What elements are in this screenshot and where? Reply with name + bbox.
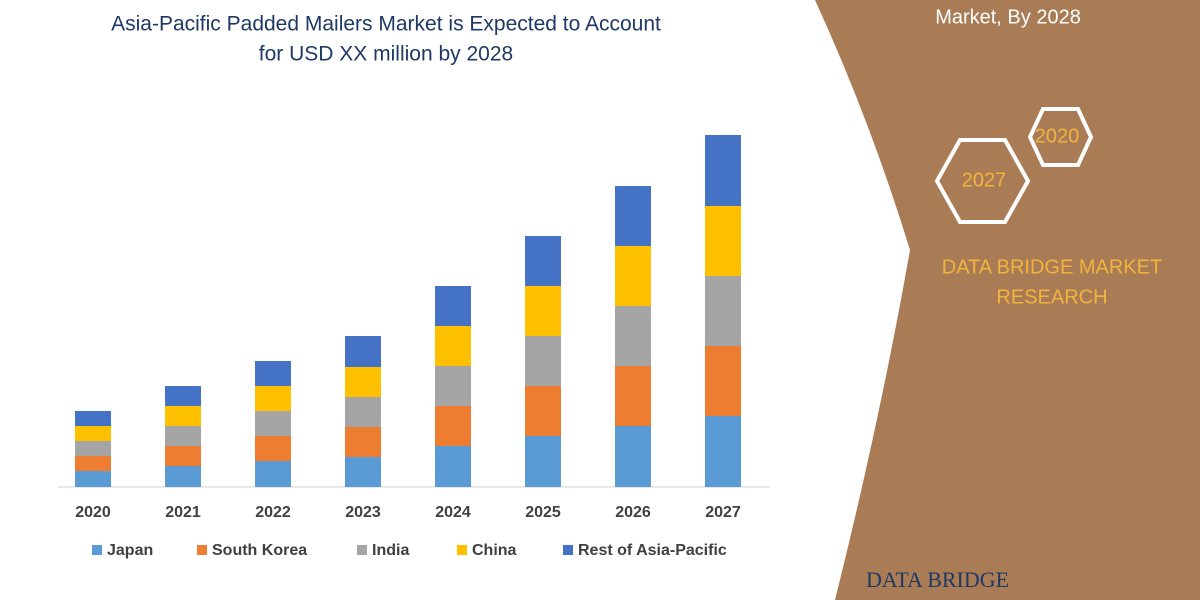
logo-text: DATA BRIDGE bbox=[866, 567, 1009, 592]
bar-segment bbox=[435, 406, 471, 446]
badge: 2027 bbox=[962, 169, 1007, 191]
bar-segment bbox=[525, 436, 561, 487]
legend-label: Japan bbox=[107, 542, 153, 559]
legend-swatch bbox=[457, 545, 467, 555]
bar-segment bbox=[165, 406, 201, 426]
bar-segment bbox=[255, 461, 291, 487]
bar-segment bbox=[435, 366, 471, 406]
x-tick-label: 2024 bbox=[435, 504, 471, 521]
x-tick-label: 2025 bbox=[525, 504, 561, 521]
chart-title: Asia-Pacific Padded Mailers Market is Ex… bbox=[111, 13, 661, 36]
bar-segment bbox=[615, 246, 651, 306]
legend-label: South Korea bbox=[212, 542, 307, 559]
brand-text: RESEARCH bbox=[996, 286, 1107, 308]
bar-segment bbox=[615, 426, 651, 487]
legend-swatch bbox=[357, 545, 367, 555]
bar-segment bbox=[75, 411, 111, 426]
bar-segment bbox=[435, 326, 471, 366]
bar-segment bbox=[435, 286, 471, 326]
bar-segment bbox=[615, 306, 651, 366]
bar-segment bbox=[345, 367, 381, 397]
legend-label: China bbox=[472, 542, 517, 559]
x-tick-label: 2023 bbox=[345, 504, 381, 521]
bar-segment bbox=[255, 436, 291, 461]
legend-label: Rest of Asia-Pacific bbox=[578, 542, 727, 559]
x-tick-label: 2020 bbox=[75, 504, 111, 521]
bar-segment bbox=[435, 446, 471, 487]
bar-segment bbox=[75, 441, 111, 456]
bar-segment bbox=[705, 346, 741, 416]
bar-segment bbox=[345, 427, 381, 457]
bar-segment bbox=[615, 186, 651, 246]
bar-segment bbox=[255, 386, 291, 411]
legend-swatch bbox=[92, 545, 102, 555]
bar-segment bbox=[345, 457, 381, 487]
bar-segment bbox=[705, 206, 741, 276]
panel-heading: Market, By 2028 bbox=[935, 6, 1081, 28]
bar-segment bbox=[75, 471, 111, 487]
hexagon bbox=[1027, 107, 1094, 167]
bar-segment bbox=[75, 456, 111, 471]
bar-segment bbox=[75, 426, 111, 441]
x-tick-label: 2027 bbox=[705, 504, 741, 521]
bar-segment bbox=[165, 426, 201, 446]
bar-segment bbox=[705, 276, 741, 346]
bar-segment bbox=[255, 411, 291, 436]
brand-text: DATA BRIDGE MARKET bbox=[942, 256, 1162, 278]
x-tick-label: 2026 bbox=[615, 504, 651, 521]
bar-segment bbox=[615, 366, 651, 426]
bar-segment bbox=[525, 386, 561, 436]
bar-segment bbox=[165, 466, 201, 487]
bar-segment bbox=[345, 336, 381, 367]
side-panel bbox=[815, 0, 1200, 600]
bar-segment bbox=[525, 286, 561, 336]
legend-label: India bbox=[372, 542, 409, 559]
bar-segment bbox=[525, 336, 561, 386]
bar-segment bbox=[705, 135, 741, 206]
bar-segment bbox=[705, 416, 741, 487]
hexagon bbox=[934, 138, 1031, 224]
legend-swatch bbox=[197, 545, 207, 555]
bar-segment bbox=[165, 446, 201, 466]
bar-segment bbox=[345, 397, 381, 427]
bar-segment bbox=[525, 236, 561, 286]
chart-title: for USD XX million by 2028 bbox=[259, 43, 513, 66]
badge: 2020 bbox=[1035, 125, 1080, 147]
x-tick-label: 2022 bbox=[255, 504, 291, 521]
bar-segment bbox=[255, 361, 291, 386]
x-tick-label: 2021 bbox=[165, 504, 201, 521]
bar-segment bbox=[165, 386, 201, 406]
legend-swatch bbox=[563, 545, 573, 555]
